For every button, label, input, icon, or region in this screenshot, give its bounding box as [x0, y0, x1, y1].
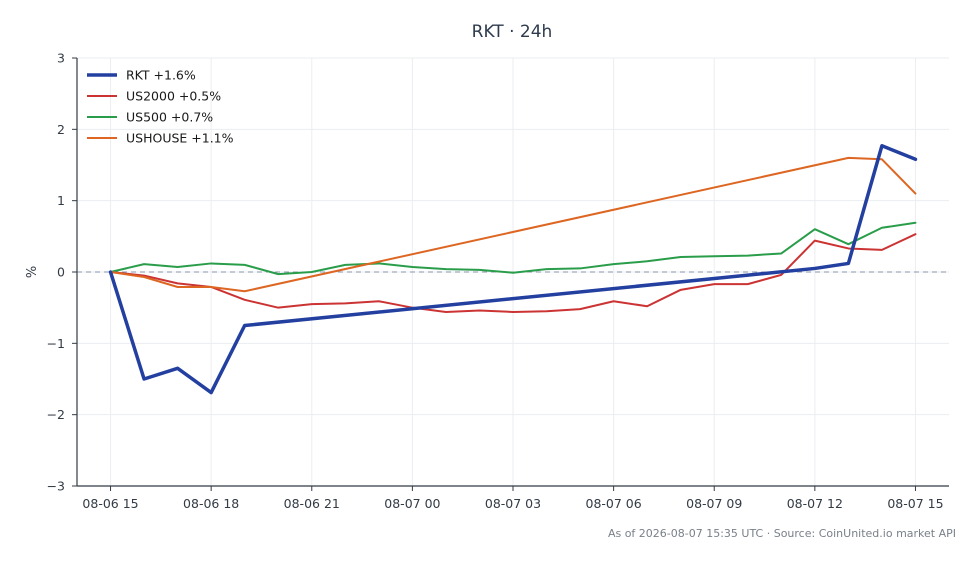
- legend-label: USHOUSE +1.1%: [126, 131, 234, 146]
- y-tick-label: 2: [57, 122, 65, 137]
- legend-label: US500 +0.7%: [126, 110, 213, 125]
- y-axis-label: %: [25, 266, 40, 278]
- x-tick-label: 08-07 15: [887, 496, 943, 511]
- grid: [77, 57, 949, 487]
- x-tick-label: 08-07 00: [384, 496, 440, 511]
- series-line-us500: [109, 221, 917, 276]
- y-tick-label: 0: [57, 265, 65, 280]
- y-tick-label: −3: [47, 479, 65, 494]
- y-tick-label: −2: [47, 407, 65, 422]
- footer-source: As of 2026-08-07 15:35 UTC · Source: Coi…: [608, 527, 956, 540]
- x-tick-label: 08-06 18: [183, 496, 239, 511]
- legend-label: US2000 +0.5%: [126, 89, 221, 104]
- legend-label: RKT +1.6%: [126, 68, 196, 83]
- legend: RKT +1.6% US2000 +0.5% US500 +0.7% USHOUSE …: [87, 68, 234, 146]
- x-tick-label: 08-06 15: [82, 496, 138, 511]
- x-tick-label: 08-07 06: [586, 496, 642, 511]
- y-tick-label: 1: [57, 193, 65, 208]
- x-tick-label: 08-07 09: [686, 496, 742, 511]
- series-line-us2000: [109, 233, 917, 313]
- series-lines: [108, 143, 918, 395]
- y-tick-label: −1: [47, 336, 65, 351]
- x-tick-label: 08-06 21: [284, 496, 340, 511]
- axes: 3 2 1 0 −1 −2 −3 08-06 15 08-06 18 08-06 21 08-07 …: [47, 51, 949, 511]
- series-line-rkt: [108, 143, 918, 395]
- y-tick-label: 3: [57, 51, 65, 66]
- x-tick-label: 08-07 03: [485, 496, 541, 511]
- chart-title: RKT · 24h: [472, 22, 553, 42]
- x-tick-label: 08-07 12: [787, 496, 843, 511]
